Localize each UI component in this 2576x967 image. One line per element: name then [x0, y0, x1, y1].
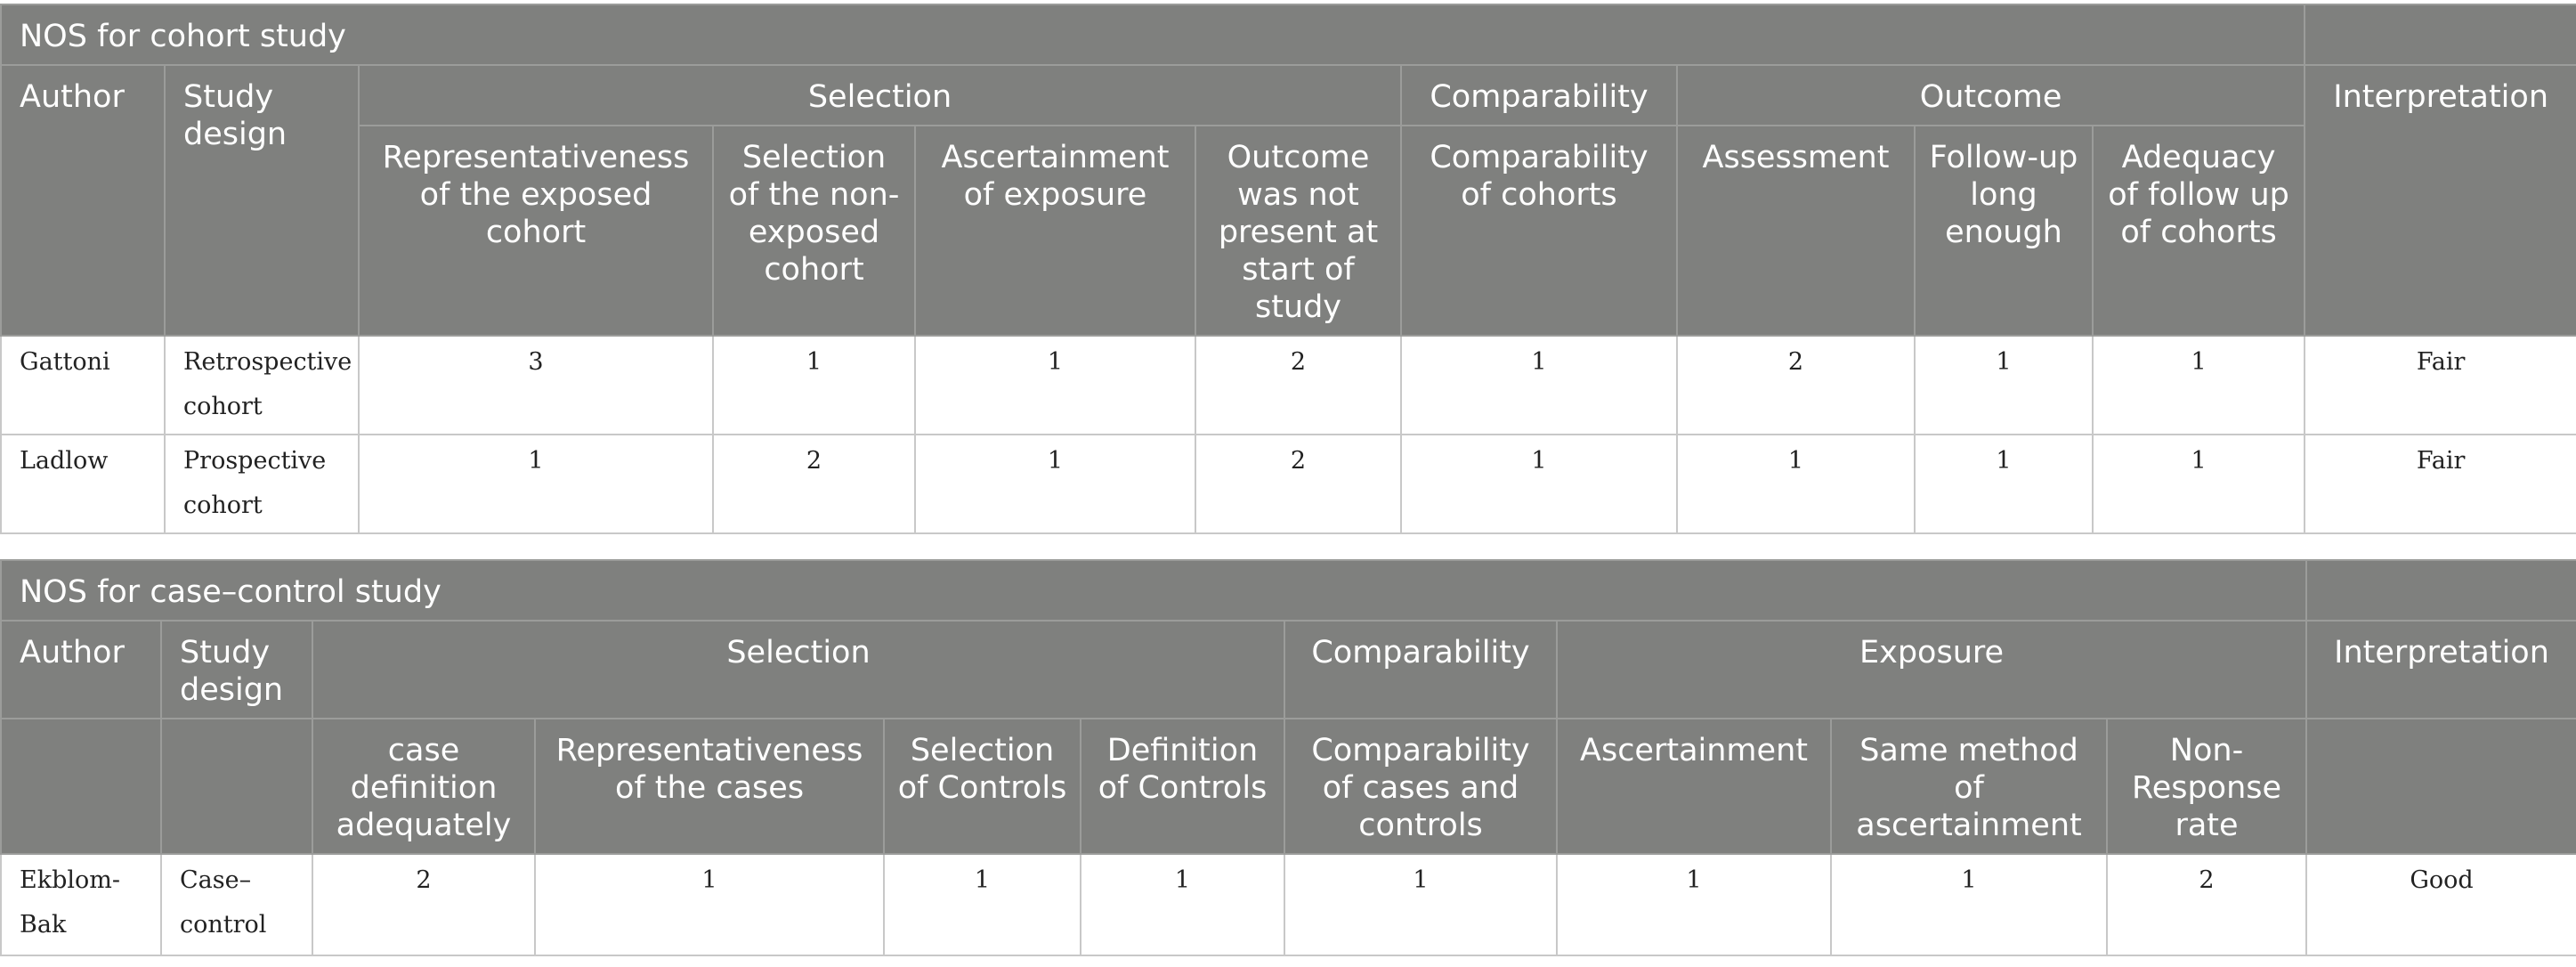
comparability-header: Comparability — [1284, 620, 1558, 719]
author-header: Author — [0, 620, 162, 719]
score-cell: 2 — [1195, 335, 1402, 435]
subheader-non-response: Non-Response rate — [2105, 718, 2308, 855]
author-header: Author — [0, 64, 166, 337]
subheader-assessment: Assessment — [1676, 125, 1916, 337]
subheader-comparability-cases-controls: Comparability of cases and controls — [1284, 718, 1558, 855]
score-cell: 1 — [1284, 853, 1558, 956]
subheader-selection-non-exposed: Selection of the non-exposed cohort — [712, 125, 916, 337]
score-cell: 1 — [914, 434, 1196, 534]
score-cell: 2 — [2105, 853, 2308, 956]
table-row: Gattoni Retrospective cohort 3 1 1 2 1 2… — [0, 335, 2576, 435]
score-cell: 1 — [1914, 335, 2094, 435]
subheader-comparability-cohorts: Comparability of cohorts — [1400, 125, 1678, 337]
score-cell: 1 — [358, 434, 714, 534]
score-cell: 1 — [534, 853, 885, 956]
score-cell: 1 — [2091, 335, 2306, 435]
subheader-adequacy-follow-up: Adequacy of follow up of cohorts — [2091, 125, 2306, 337]
title-spacer-cell — [2304, 4, 2576, 66]
study-design-header: Study design — [164, 64, 360, 337]
author-cell: Ladlow — [0, 434, 166, 534]
case-control-nos-table: NOS for case–control study Author Study … — [0, 559, 2576, 956]
score-cell: 1 — [712, 335, 916, 435]
study-design-header: Study design — [160, 620, 313, 719]
subheader-same-method: Same method of ascertainment — [1830, 718, 2108, 855]
author-cell: Ekblom-Bak — [0, 853, 162, 956]
subheader-representativeness: Representativeness of the exposed cohort — [358, 125, 714, 337]
subheader-ascertainment-exposure: Ascertainment of exposure — [914, 125, 1196, 337]
interpretation-cell: Good — [2305, 853, 2576, 956]
score-cell: 1 — [1556, 853, 1832, 956]
subheader-case-definition: case definition adequately — [312, 718, 536, 855]
table-row: Ladlow Prospective cohort 1 2 1 2 1 1 1 … — [0, 434, 2576, 534]
subheader-follow-up-long: Follow-up long enough — [1914, 125, 2094, 337]
table-row: Ekblom-Bak Case–control 2 1 1 1 1 1 1 2 … — [0, 853, 2576, 956]
score-cell: 1 — [1400, 335, 1678, 435]
subheader-outcome-not-present: Outcome was not present at start of stud… — [1195, 125, 1402, 337]
score-cell: 2 — [312, 853, 536, 956]
subheader-ascertainment: Ascertainment — [1556, 718, 1832, 855]
interpretation-header: Interpretation — [2305, 620, 2576, 719]
case-control-table-title: NOS for case–control study — [0, 559, 2308, 622]
score-cell: 1 — [1080, 853, 1285, 956]
score-cell: 2 — [1676, 335, 1916, 435]
design-cell: Retrospective cohort — [164, 335, 360, 435]
empty-header-cell — [2305, 718, 2576, 855]
score-cell: 1 — [1914, 434, 2094, 534]
author-cell: Gattoni — [0, 335, 166, 435]
subheader-selection-controls: Selection of Controls — [883, 718, 1081, 855]
score-cell: 2 — [1195, 434, 1402, 534]
subheader-representativeness-cases: Representativeness of the cases — [534, 718, 885, 855]
selection-header: Selection — [312, 620, 1285, 719]
design-cell: Case–control — [160, 853, 313, 956]
score-cell: 1 — [914, 335, 1196, 435]
interpretation-header: Interpretation — [2304, 64, 2576, 337]
score-cell: 1 — [1676, 434, 1916, 534]
score-cell: 1 — [1830, 853, 2108, 956]
empty-header-cell — [0, 718, 162, 855]
score-cell: 1 — [1400, 434, 1678, 534]
interpretation-cell: Fair — [2304, 335, 2576, 435]
score-cell: 1 — [883, 853, 1081, 956]
cohort-table-title: NOS for cohort study — [0, 4, 2306, 66]
score-cell: 3 — [358, 335, 714, 435]
exposure-header: Exposure — [1555, 620, 2308, 719]
interpretation-cell: Fair — [2304, 434, 2576, 534]
comparability-header: Comparability — [1400, 64, 1678, 126]
subheader-definition-controls: Definition of Controls — [1080, 718, 1285, 855]
cohort-nos-table: NOS for cohort study Author Study design… — [0, 4, 2576, 534]
score-cell: 2 — [712, 434, 916, 534]
design-cell: Prospective cohort — [164, 434, 360, 534]
empty-header-cell — [160, 718, 313, 855]
selection-header: Selection — [358, 64, 1402, 126]
outcome-header: Outcome — [1675, 64, 2306, 126]
score-cell: 1 — [2091, 434, 2306, 534]
title-spacer-cell — [2305, 559, 2576, 622]
